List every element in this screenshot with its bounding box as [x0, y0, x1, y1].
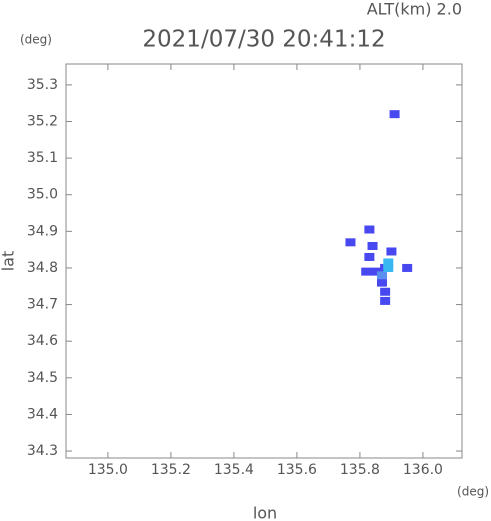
- y-tick-label: 35.2: [27, 113, 58, 129]
- x-tick-label: 136.0: [403, 462, 443, 478]
- x-tick-label: 135.8: [340, 462, 380, 478]
- echo-cell: [386, 247, 397, 256]
- altitude: ALT(km) 2.0: [367, 0, 462, 19]
- echo-cell: [370, 267, 381, 276]
- echo-cell: [380, 287, 391, 296]
- echo-cell: [389, 110, 400, 119]
- x-tick-label: 135.2: [151, 462, 191, 478]
- y-tick-label: 34.9: [27, 223, 58, 239]
- y-tick-label: 35.3: [27, 77, 58, 93]
- echo-cell: [380, 296, 391, 305]
- echo-cell: [383, 263, 394, 272]
- x-label: lon: [253, 504, 277, 521]
- y-tick-label: 34.5: [27, 370, 58, 386]
- echo-cell: [345, 238, 356, 247]
- y-tick-label: 34.6: [27, 333, 58, 349]
- y-tick-label: 34.7: [27, 297, 58, 313]
- x-tick-label: 135.0: [88, 462, 128, 478]
- y-tick-label: 34.3: [27, 443, 58, 459]
- echo-cell: [364, 225, 375, 234]
- y-tick-label: 34.8: [27, 260, 58, 276]
- echo-cell: [383, 258, 394, 267]
- chart-title: 2021/07/30 20:41:12: [142, 27, 385, 53]
- y-tick-label: 35.1: [27, 150, 58, 166]
- echo-cell: [376, 271, 387, 280]
- echo-cell: [376, 278, 387, 287]
- echo-cell: [364, 252, 375, 261]
- y-unit: (deg): [20, 33, 52, 47]
- echo-cell: [361, 267, 372, 276]
- y-label: lat: [0, 251, 18, 272]
- x-tick-label: 135.6: [277, 462, 317, 478]
- x-tick-label: 135.4: [214, 462, 254, 478]
- y-tick-label: 34.4: [27, 406, 58, 422]
- x-unit: (deg): [457, 485, 489, 499]
- y-tick-label: 35.0: [27, 187, 58, 203]
- plot-frame: [65, 63, 463, 459]
- echo-cell: [402, 263, 413, 272]
- echo-cell: [367, 241, 378, 250]
